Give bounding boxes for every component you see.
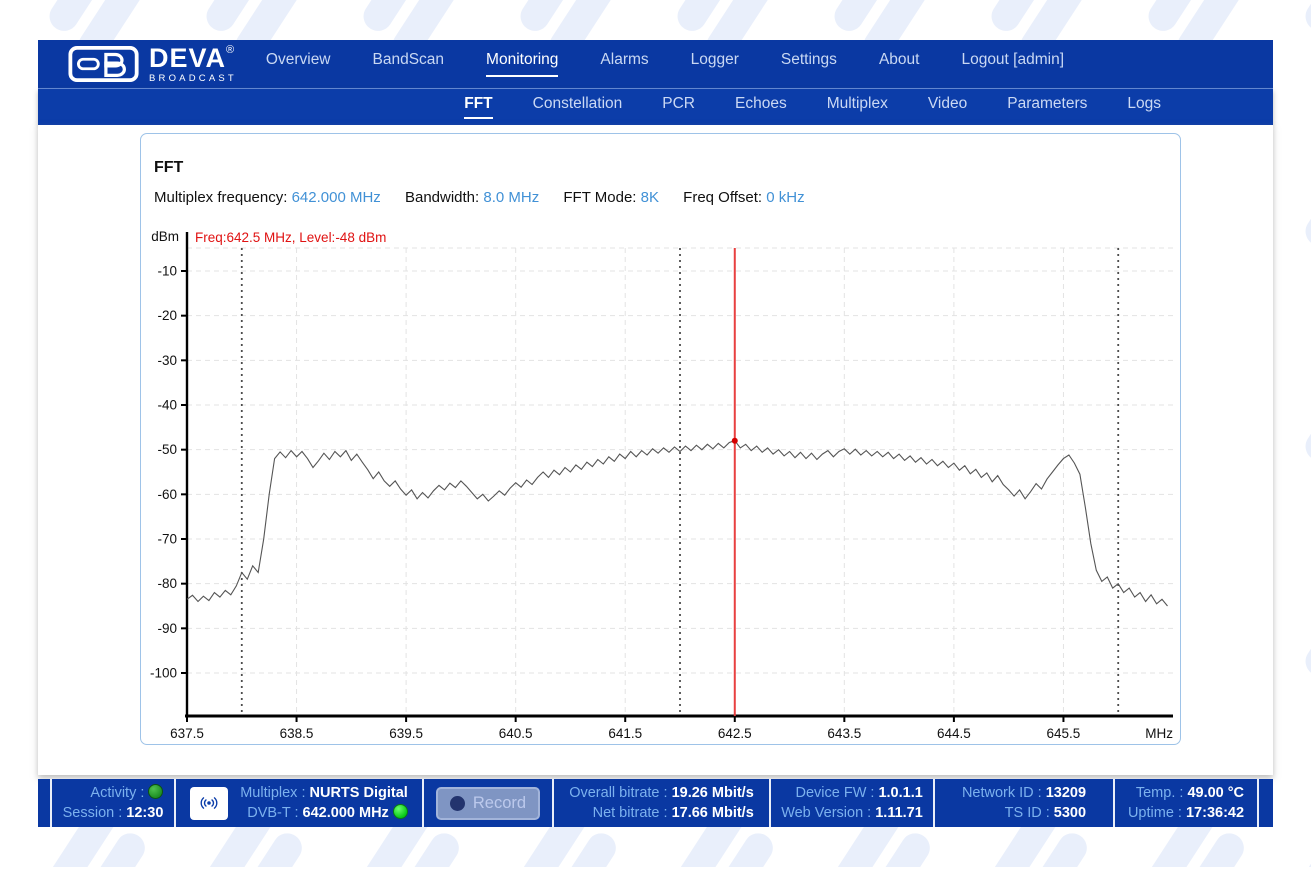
subnav-item-video[interactable]: Video [927, 95, 968, 112]
y-tick-label: -10 [157, 264, 177, 279]
nav-item-overview[interactable]: Overview [265, 51, 331, 68]
x-tick-label: 643.5 [827, 726, 861, 741]
main-nav-links: Overview BandScan Monitoring Alarms Logg… [245, 51, 1085, 77]
freq-offset-info: Freq Offset: 0 kHz [683, 189, 805, 206]
fft-panel: FFT Multiplex frequency: 642.000 MHz Ban… [140, 133, 1181, 745]
brand-name: DEVA [149, 42, 227, 73]
status-network-section: Network ID : 13209 TS ID : 5300 [935, 779, 1115, 827]
x-tick-label: 645.5 [1047, 726, 1081, 741]
y-axis-unit-label: dBm [151, 229, 179, 244]
subnav-item-pcr[interactable]: PCR [662, 95, 695, 112]
main-nav: DEVA® BROADCAST Overview BandScan Monito… [38, 40, 1273, 88]
status-bar: Activity : Session : 12:30 Multiplex : N… [38, 779, 1273, 827]
activity-row: Activity : [63, 783, 164, 803]
y-tick-label: -90 [157, 621, 177, 636]
spectrum-trace [186, 440, 1168, 607]
record-icon [449, 795, 465, 811]
fft-spectrum-svg: -10 -20 -30 -40 -50 -60 -70 -80 -90 -100 637.5 638.… [150, 229, 1173, 741]
session-row: Session : 12:30 [62, 805, 164, 821]
subnav-item-parameters[interactable]: Parameters [1007, 95, 1088, 112]
overall-bitrate-row: Overall bitrate : 19.26 Mbit/s [569, 785, 754, 801]
nav-item-about[interactable]: About [878, 51, 920, 68]
fft-mode-info: FFT Mode: 8K [563, 189, 659, 206]
status-env-section: Temp. : 49.00 °C Uptime : 17:36:42 [1115, 779, 1259, 827]
deva-db-logo-icon [68, 46, 139, 82]
activity-ok-indicator [148, 784, 164, 799]
subnav-item-echoes[interactable]: Echoes [735, 95, 787, 112]
uptime-row: Uptime : 17:36:42 [1127, 805, 1245, 821]
brand-logo: DEVA® BROADCAST [38, 42, 237, 84]
record-button[interactable]: Record [436, 786, 540, 820]
status-activity-section: Activity : Session : 12:30 [52, 779, 176, 827]
y-tick-label: -100 [150, 666, 177, 681]
y-tick-label: -80 [157, 576, 177, 591]
broadcast-icon [190, 786, 229, 820]
dvbt-row: DVB-T : 642.000 MHz [240, 803, 408, 823]
brand-registered-mark: ® [226, 43, 235, 56]
y-tick-label: -20 [157, 308, 177, 323]
dvbt-lock-indicator [392, 804, 408, 819]
y-tick-label: -60 [157, 487, 177, 502]
subnav-item-multiplex[interactable]: Multiplex [826, 95, 888, 112]
x-tick-label: 642.5 [718, 726, 752, 741]
status-multiplex-section: Multiplex : NURTS Digital DVB-T : 642.00… [176, 779, 424, 827]
x-tick-label: 644.5 [937, 726, 971, 741]
temperature-row: Temp. : 49.00 °C [1135, 785, 1245, 801]
subnav-item-fft[interactable]: FFT [444, 95, 512, 119]
cursor-readout-annotation: Freq:642.5 MHz, Level:-48 dBm [195, 230, 386, 245]
status-device-section: Device FW : 1.0.1.1 Web Version : 1.11.7… [771, 779, 935, 827]
web-version-row: Web Version : 1.11.71 [781, 805, 923, 821]
subnav-item-logs[interactable]: Logs [1127, 95, 1161, 112]
nav-item-bandscan[interactable]: BandScan [372, 51, 445, 68]
net-bitrate-row: Net bitrate : 17.66 Mbit/s [592, 805, 754, 821]
device-fw-row: Device FW : 1.0.1.1 [795, 785, 923, 801]
network-id-row: Network ID : 13209 [961, 785, 1087, 801]
fft-chart[interactable]: -10 -20 -30 -40 -50 -60 -70 -80 -90 -100 637.5 638.… [141, 226, 1182, 744]
y-tick-label: -40 [157, 398, 177, 413]
subnav-item-constellation[interactable]: Constellation [532, 95, 623, 112]
y-tick-label: -30 [157, 353, 177, 368]
nav-item-settings[interactable]: Settings [780, 51, 837, 68]
y-tick-label: -70 [157, 532, 177, 547]
panel-title: FFT [154, 159, 184, 177]
nav-item-monitoring[interactable]: Monitoring [465, 51, 579, 77]
nav-item-logger[interactable]: Logger [690, 51, 739, 68]
status-bitrate-section: Overall bitrate : 19.26 Mbit/s Net bitra… [554, 779, 771, 827]
cursor-marker-dot [731, 437, 738, 444]
status-left-stub [38, 779, 52, 827]
content-area: FFT Multiplex frequency: 642.000 MHz Ban… [38, 125, 1273, 775]
x-tick-label: 641.5 [608, 726, 642, 741]
ts-id-row: TS ID : 5300 [1004, 805, 1087, 821]
x-tick-label: 640.5 [499, 726, 533, 741]
x-tick-label: 637.5 [170, 726, 204, 741]
x-tick-label: 638.5 [280, 726, 314, 741]
status-record-section: Record [424, 779, 554, 827]
nav-item-alarms[interactable]: Alarms [600, 51, 649, 68]
status-right-stub [1259, 779, 1273, 827]
brand-subtitle: BROADCAST [149, 72, 237, 84]
x-axis-unit-label: MHz [1145, 726, 1173, 741]
y-tick-label: -50 [157, 442, 177, 457]
multiplex-frequency-info: Multiplex frequency: 642.000 MHz [154, 189, 381, 206]
x-tick-label: 639.5 [389, 726, 423, 741]
multiplex-row: Multiplex : NURTS Digital [240, 785, 408, 801]
fft-info-line: Multiplex frequency: 642.000 MHz Bandwid… [154, 189, 825, 206]
monitoring-sub-nav: FFT Constellation PCR Echoes Multiplex V… [38, 88, 1273, 125]
nav-item-logout[interactable]: Logout [admin] [961, 51, 1064, 68]
bandwidth-info: Bandwidth: 8.0 MHz [404, 189, 540, 206]
